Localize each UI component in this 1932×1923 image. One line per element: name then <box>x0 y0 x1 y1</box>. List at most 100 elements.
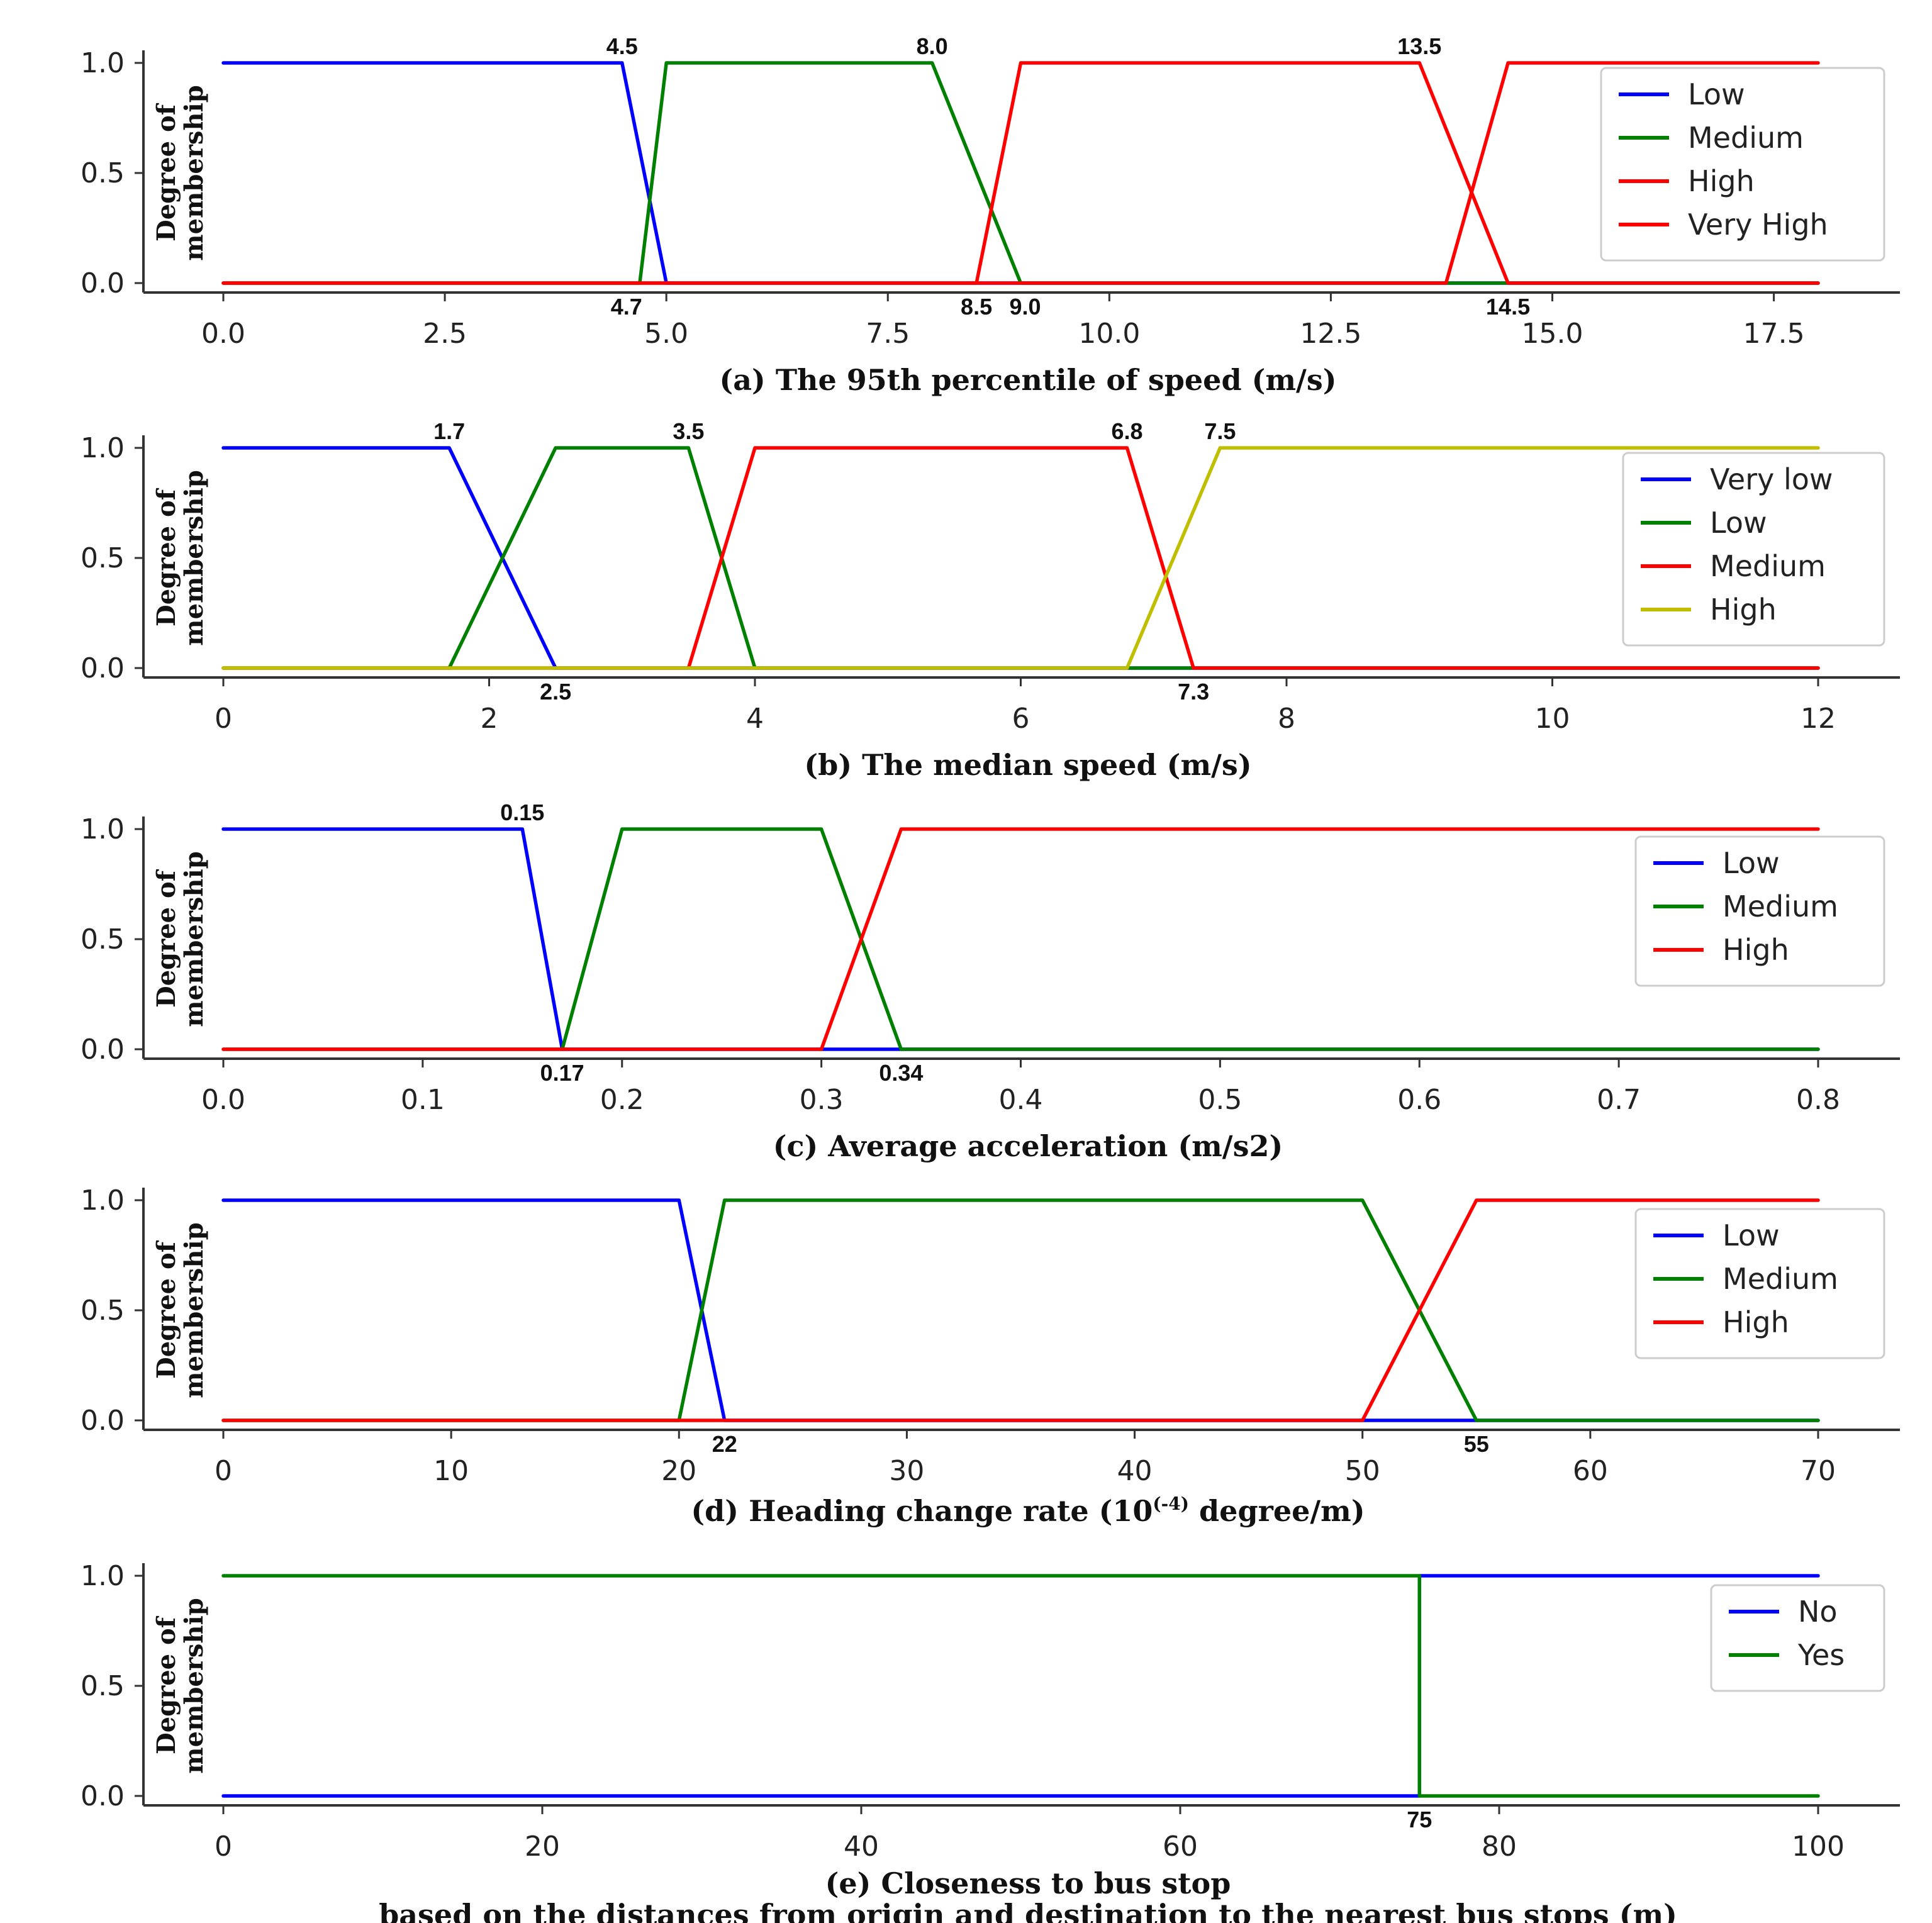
y-tick-label: 0.0 <box>81 1034 125 1066</box>
series-line-high <box>221 1198 1820 1422</box>
y-axis-label: membership <box>179 1598 209 1773</box>
y-tick-label: 0.0 <box>81 1405 125 1437</box>
x-tick-label: 0.6 <box>1397 1084 1441 1116</box>
legend-label: Low <box>1723 1218 1780 1252</box>
series-line-no <box>221 1574 1820 1798</box>
legend-label: Low <box>1710 506 1767 540</box>
chart-panel-e: 0 20 40 60 80 100 0.0 0.5 1.0 Degree ofmembership… <box>81 1560 1900 1923</box>
x-tick-label: 0.8 <box>1796 1084 1840 1116</box>
x-tick-label: 40 <box>1117 1455 1153 1487</box>
legend-label: Medium <box>1710 549 1826 583</box>
point-annotation: 7.3 <box>1178 679 1209 705</box>
x-axis-label-line2: based on the distances from origin and d… <box>379 1898 1677 1923</box>
series-line-high <box>221 827 1820 1051</box>
legend-label: Yes <box>1797 1638 1845 1672</box>
legend-label: Very low <box>1710 462 1833 496</box>
y-tick-label: 0.0 <box>81 652 125 684</box>
point-annotation: 8.5 <box>961 294 992 320</box>
x-tick-label: 2.5 <box>423 318 467 350</box>
x-tick-label: 60 <box>1573 1455 1608 1487</box>
y-axis-label: Degree of <box>152 1240 181 1379</box>
x-axis-label-tail: degree/m) <box>1189 1494 1365 1528</box>
legend: Low Medium High <box>1634 1208 1885 1359</box>
y-tick-label: 0.0 <box>81 1780 125 1812</box>
x-axis-label: (b) The median speed (m/s) <box>804 748 1251 782</box>
series-line-low <box>221 61 1820 285</box>
x-tick-label: 100 <box>1792 1831 1845 1863</box>
point-annotation: 0.34 <box>879 1060 923 1086</box>
point-annotation: 13.5 <box>1397 33 1441 59</box>
point-annotation: 9.0 <box>1010 294 1041 320</box>
legend-label: Low <box>1723 846 1780 880</box>
y-tick-label: 0.5 <box>81 1670 125 1702</box>
x-tick-label: 0 <box>215 703 232 735</box>
chart-panel-d: 0 10 20 30 40 50 60 70 0.0 0.5 1.0 Degree ofmembers… <box>81 1184 1900 1528</box>
x-tick-label: 12 <box>1801 703 1836 735</box>
y-tick-label: 0.0 <box>81 267 125 299</box>
x-tick-label: 0 <box>215 1831 232 1863</box>
x-tick-label: 0.2 <box>600 1084 644 1116</box>
y-tick-label: 0.5 <box>81 923 125 956</box>
y-axis-label: Degree of <box>152 869 181 1008</box>
point-annotation: 22 <box>712 1431 737 1457</box>
x-tick-label: 12.5 <box>1300 318 1361 350</box>
legend: Low Medium High Very High <box>1600 67 1885 262</box>
x-tick-label: 0.5 <box>1198 1084 1242 1116</box>
series-line-low <box>221 446 1820 670</box>
x-tick-label: 6 <box>1012 703 1030 735</box>
legend-label: Medium <box>1723 889 1838 923</box>
y-tick-label: 0.5 <box>81 157 125 189</box>
x-tick-label: 80 <box>1482 1831 1517 1863</box>
point-annotation: 55 <box>1464 1431 1489 1457</box>
legend-label: No <box>1798 1595 1838 1629</box>
y-tick-label: 0.5 <box>81 1295 125 1327</box>
series-line-very-high <box>221 61 1820 285</box>
point-annotation: 75 <box>1407 1807 1432 1832</box>
x-tick-label: 30 <box>889 1455 924 1487</box>
x-tick-label: 60 <box>1163 1831 1198 1863</box>
series-line-low <box>221 827 1820 1051</box>
x-tick-label: 2 <box>481 703 498 735</box>
x-tick-label: 20 <box>525 1831 560 1863</box>
y-axis-label: membership <box>179 851 209 1027</box>
x-tick-label: 10.0 <box>1078 318 1140 350</box>
x-tick-label: 0.0 <box>201 1084 245 1116</box>
y-tick-label: 1.0 <box>81 1560 125 1592</box>
series-line-medium <box>221 827 1820 1051</box>
x-tick-label: 40 <box>844 1831 879 1863</box>
point-annotation: 6.8 <box>1111 418 1142 444</box>
legend-label: High <box>1688 164 1755 198</box>
x-tick-label: 0 <box>215 1455 232 1487</box>
x-axis-label: (a) The 95th percentile of speed (m/s) <box>719 363 1336 397</box>
series-line-yes <box>221 1574 1820 1798</box>
x-tick-label: 50 <box>1345 1455 1380 1487</box>
point-annotation: 8.0 <box>917 33 948 59</box>
legend-box <box>1600 67 1885 262</box>
y-tick-label: 1.0 <box>81 1184 125 1217</box>
x-tick-label: 20 <box>661 1455 696 1487</box>
x-tick-label: 8 <box>1278 703 1295 735</box>
y-axis-label: Degree of <box>152 1615 181 1754</box>
y-tick-label: 0.5 <box>81 542 125 574</box>
y-axis-label: membership <box>179 470 209 645</box>
x-tick-label: 15.0 <box>1522 318 1583 350</box>
x-tick-label: 5.0 <box>644 318 688 350</box>
series-line-high <box>221 61 1820 285</box>
legend-label: High <box>1723 1305 1789 1339</box>
series-line-low <box>221 1198 1820 1422</box>
point-annotation: 7.5 <box>1204 418 1236 444</box>
x-tick-label: 10 <box>1535 703 1570 735</box>
point-annotation: 0.15 <box>500 800 544 825</box>
y-axis-label: Degree of <box>152 103 181 242</box>
y-axis-label: Degree of <box>152 488 181 627</box>
series-line-medium <box>221 61 1820 285</box>
x-tick-label: 0.7 <box>1597 1084 1641 1116</box>
point-annotation: 4.5 <box>606 33 638 59</box>
legend-label: Medium <box>1688 121 1804 155</box>
point-annotation: 2.5 <box>540 679 571 705</box>
legend-label: Very High <box>1688 208 1828 242</box>
chart-panel-c: 0.0 0.1 0.2 0.3 0.4 0.5 0.6 0.7 0.8 0.0 0.5 1.0 Degr… <box>81 800 1900 1163</box>
x-axis-label-main: (d) Heading change rate (10 <box>691 1494 1153 1528</box>
